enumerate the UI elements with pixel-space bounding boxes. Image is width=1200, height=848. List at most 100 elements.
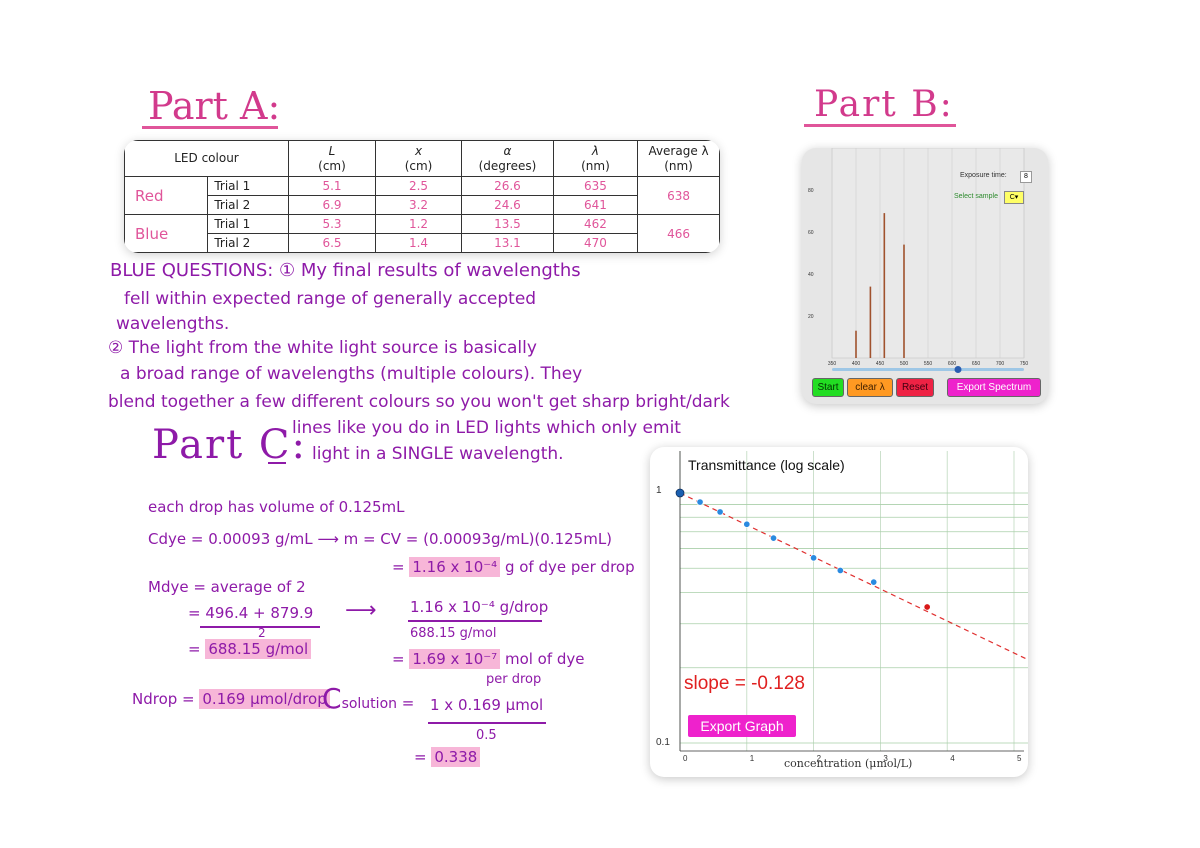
- sample-label: Select sample: [954, 193, 998, 200]
- graph-title: Transmittance (log scale): [688, 457, 845, 473]
- header-alpha: α (degrees): [461, 140, 554, 177]
- spectrum-x-tick: 750: [1020, 361, 1029, 367]
- spectrum-y-tick: 40: [808, 272, 814, 278]
- table-row: Blue Trial 1 5.3 1.2 13.5 462 466: [124, 214, 720, 253]
- chevron-down-icon: ▾: [1014, 194, 1019, 201]
- blue-questions-line-7: lines like you do in LED lights which on…: [292, 418, 681, 438]
- led-table: LED colour L (cm) x (cm) α (degrees) λ (nm) …: [124, 140, 720, 253]
- highlight-mass: 1.16 x 10⁻⁴: [409, 557, 501, 577]
- cell-L: 6.9: [287, 195, 377, 215]
- cell-alpha: 13.5: [461, 214, 554, 234]
- spectrum-peak: [869, 286, 872, 358]
- data-point: [743, 520, 751, 528]
- data-point: [870, 578, 878, 586]
- data-point: [675, 488, 685, 498]
- spectrum-panel: 350 400 450 500 550 600 650 700 750 80 60 40 20 Exp…: [802, 148, 1048, 404]
- spectrum-x-tick: 400: [852, 361, 861, 367]
- data-point: [923, 603, 931, 611]
- trial-label: Trial 1: [207, 176, 289, 196]
- reset-button[interactable]: Reset: [896, 378, 934, 397]
- trial-label: Trial 2: [207, 195, 289, 215]
- header-average: Average λ (nm): [637, 140, 720, 177]
- spectrum-peak: [903, 244, 905, 358]
- spectrum-x-tick: 500: [900, 361, 909, 367]
- cell-x: 1.2: [374, 214, 463, 234]
- cell-L: 6.5: [287, 233, 377, 253]
- data-point: [769, 534, 778, 542]
- clear-lambda-button[interactable]: clear λ: [847, 378, 893, 397]
- fit-line: [679, 492, 1028, 661]
- slope-label: slope = -0.128: [684, 673, 805, 694]
- data-point: [836, 566, 844, 575]
- calc-arrow: ⟶: [345, 598, 377, 623]
- highlight-concentration: 0.338: [431, 747, 481, 767]
- spectrum-x-tick: 600: [948, 361, 957, 367]
- spectrum-y-tick: 80: [808, 188, 814, 194]
- export-graph-button[interactable]: Export Graph: [688, 715, 796, 737]
- spectrum-x-tick: 550: [924, 361, 933, 367]
- cell-average: 638: [637, 176, 720, 215]
- calc-csolution-denominator: 0.5: [476, 728, 497, 743]
- trial-label: Trial 1: [207, 214, 289, 234]
- cell-lambda: 470: [552, 233, 639, 253]
- transmittance-plot: 0 1 2 3 4 5: [675, 451, 1028, 763]
- header-L: L (cm): [287, 140, 377, 177]
- cell-L: 5.1: [287, 176, 377, 196]
- calc-csolution-numerator: 1 x 0.169 μmol: [430, 696, 544, 714]
- cell-x: 3.2: [374, 195, 463, 215]
- cell-lambda: 641: [552, 195, 639, 215]
- export-spectrum-button[interactable]: Export Spectrum: [947, 378, 1041, 397]
- calc-concentration-result: = 0.338: [414, 747, 481, 767]
- header-x: x (cm): [374, 140, 463, 177]
- calc-molar-mass-line: Mdye = average of 2: [148, 578, 306, 596]
- blue-questions-line-6: blend together a few different colours s…: [108, 392, 730, 412]
- blue-questions-line-8: light in a SINGLE wavelength.: [312, 444, 564, 464]
- blue-questions-line-4: ② The light from the white light source …: [108, 338, 537, 358]
- highlight-moles: 1.69 x 10⁻⁷: [409, 649, 501, 669]
- blue-questions-line-3: wavelengths.: [116, 314, 230, 334]
- data-point: [716, 508, 724, 516]
- table-row: Red Trial 1 5.1 2.5 26.6 635 638: [124, 176, 720, 215]
- fraction-bar: [428, 722, 546, 724]
- cell-alpha: 26.6: [461, 176, 554, 196]
- part-c-underline: [268, 462, 286, 464]
- transmittance-graph-panel: 0 1 2 3 4 5 Transmittance (log scale) 1 0.1 s…: [650, 447, 1028, 777]
- wavelength-slider-handle[interactable]: [954, 366, 962, 373]
- cell-lambda: 462: [552, 214, 639, 234]
- header-led-colour: LED colour: [124, 140, 289, 177]
- part-c-heading: Part C:: [152, 422, 307, 468]
- part-a-underline: [142, 126, 278, 129]
- calc-csolution: Csolution =: [322, 682, 415, 715]
- cell-x: 2.5: [374, 176, 463, 196]
- highlight-molar-mass: 688.15 g/mol: [205, 639, 312, 659]
- sample-select[interactable]: C▾: [1004, 191, 1024, 204]
- spectrum-peak: [883, 213, 886, 358]
- fraction-bar: [200, 626, 320, 628]
- x-tick-label: 4: [950, 754, 955, 763]
- table-row: Trial 2 6.9 3.2 24.6 641: [125, 195, 720, 215]
- cell-average: 466: [637, 214, 720, 253]
- calc-mass-result: = 1.16 x 10⁻⁴ g of dye per drop: [392, 557, 635, 577]
- cell-alpha: 24.6: [461, 195, 554, 215]
- spectrum-x-tick: 650: [972, 361, 981, 367]
- calc-average-denominator: 2: [258, 626, 266, 640]
- spectrum-x-tick: 700: [996, 361, 1005, 367]
- wavelength-slider-track[interactable]: [832, 368, 1024, 371]
- cell-alpha: 13.1: [461, 233, 554, 253]
- part-b-underline: [804, 124, 956, 127]
- calc-molar-mass-result: = 688.15 g/mol: [188, 639, 312, 659]
- data-point: [810, 554, 818, 562]
- part-a-heading: Part A:: [148, 84, 281, 128]
- cell-x: 1.4: [374, 233, 463, 253]
- spectrum-plot: 350 400 450 500 550 600 650 700 750 80 60 40 20: [808, 148, 1029, 373]
- calc-ndrop: Ndrop = 0.169 μmol/drop: [132, 689, 330, 709]
- spectrum-x-tick: 450: [876, 361, 885, 367]
- row-label-blue: Blue: [124, 214, 209, 253]
- start-button[interactable]: Start: [812, 378, 844, 397]
- spectrum-x-tick: 350: [828, 361, 837, 367]
- exposure-input[interactable]: 8: [1020, 171, 1032, 183]
- exposure-label: Exposure time:: [960, 172, 1007, 179]
- blue-questions-line-1: BLUE QUESTIONS: ① My final results of wa…: [110, 260, 581, 281]
- part-b-heading: Part B:: [814, 84, 954, 125]
- calc-average-sum: = 496.4 + 879.9: [188, 604, 314, 622]
